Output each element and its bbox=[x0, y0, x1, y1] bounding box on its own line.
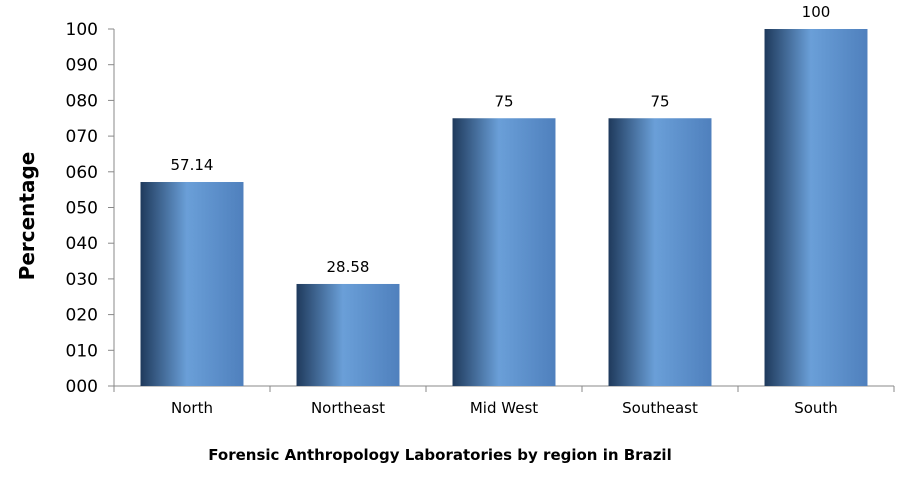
labels: 57.14 North 28.58 Northeast 75 Mid West 75 Sout… bbox=[171, 3, 838, 417]
bar-northeast bbox=[296, 283, 400, 386]
data-label: 57.14 bbox=[171, 156, 214, 174]
y-tick-label: 060 bbox=[66, 163, 98, 183]
x-tick-label: Mid West bbox=[470, 399, 538, 417]
bars bbox=[140, 29, 868, 386]
y-tick-label: 020 bbox=[66, 306, 98, 326]
y-tick-label: 050 bbox=[66, 199, 98, 219]
data-label: 28.58 bbox=[327, 258, 370, 276]
bar-mid-west bbox=[452, 118, 556, 386]
x-tick-label: North bbox=[171, 399, 213, 417]
bar-south bbox=[764, 29, 868, 386]
x-tick-label: Northeast bbox=[311, 399, 385, 417]
bar-north bbox=[140, 182, 244, 386]
y-tick-label: 030 bbox=[66, 270, 98, 290]
x-tick-label: South bbox=[794, 399, 838, 417]
x-tick-label: Southeast bbox=[622, 399, 698, 417]
x-axis-title: Forensic Anthropology Laboratories by re… bbox=[208, 446, 671, 464]
y-tick-label: 100 bbox=[66, 20, 98, 40]
data-label: 100 bbox=[802, 3, 831, 21]
bar-southeast bbox=[608, 118, 712, 386]
y-axis-title: Percentage bbox=[15, 152, 39, 281]
y-tick-label: 090 bbox=[66, 56, 98, 76]
y-tick-label: 000 bbox=[66, 377, 98, 397]
data-label: 75 bbox=[650, 92, 669, 110]
y-tick-label: 010 bbox=[66, 341, 98, 361]
y-tick-label: 040 bbox=[66, 234, 98, 254]
data-label: 75 bbox=[494, 92, 513, 110]
axes: 000 010 020 030 040 050 060 070 080 090 100 bbox=[66, 20, 895, 397]
y-tick-label: 080 bbox=[66, 91, 98, 111]
y-tick-label: 070 bbox=[66, 127, 98, 147]
